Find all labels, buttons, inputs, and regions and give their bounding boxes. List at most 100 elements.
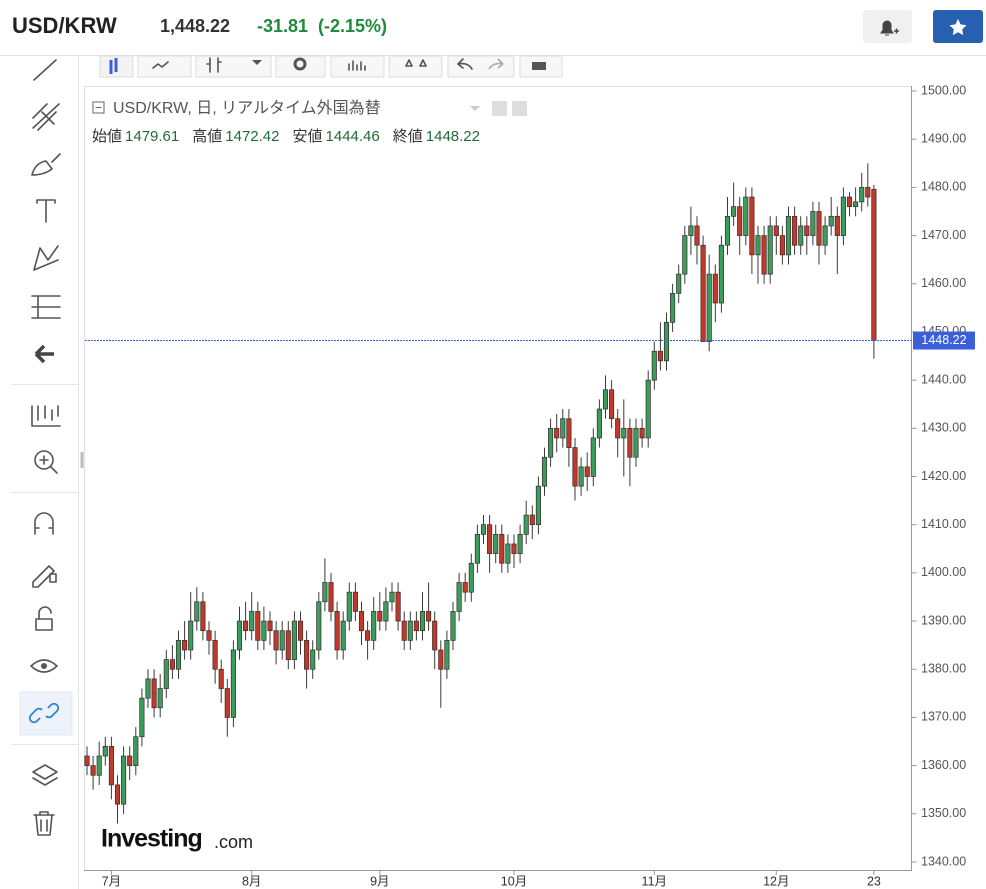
sync-tool[interactable] [19, 691, 73, 736]
candle-body [517, 533, 523, 554]
pattern-tool[interactable] [33, 245, 59, 271]
candle-body [297, 620, 304, 641]
x-tick-label: 8月 [242, 874, 261, 888]
magnet-tool[interactable] [34, 512, 54, 535]
candle-body [273, 630, 279, 651]
y-tick-label: 1370.00 [921, 710, 966, 724]
title-dropdown[interactable] [470, 106, 480, 111]
candle-body [175, 639, 182, 670]
text-tool[interactable] [36, 199, 56, 223]
line-type-button[interactable] [137, 55, 192, 78]
candle-body [676, 273, 682, 294]
candle-body [102, 746, 108, 757]
object-tree-tool[interactable] [32, 764, 58, 786]
undo-redo-button[interactable] [447, 55, 515, 78]
candle-body [328, 582, 334, 612]
measure-tool[interactable] [31, 295, 61, 319]
candle-body [633, 427, 639, 458]
x-tick-label: 10月 [501, 874, 527, 888]
candle-body [493, 533, 499, 554]
compare-button[interactable] [388, 55, 443, 78]
candle-body [249, 611, 255, 632]
visibility-tool[interactable] [30, 659, 58, 673]
alert-button[interactable] [863, 10, 912, 43]
legend-label: 安値 [293, 128, 323, 145]
legend-value: 1444.46 [326, 128, 380, 145]
candle-body [444, 639, 450, 670]
candle-body [743, 196, 749, 236]
candle-body [182, 639, 188, 651]
candle-body [541, 456, 548, 487]
y-tick-label: 1490.00 [921, 131, 966, 145]
zoom-tool[interactable] [34, 450, 54, 470]
candle-body [529, 514, 535, 526]
candle-body [310, 649, 316, 670]
candle-body [584, 466, 590, 477]
candle-body [609, 389, 615, 420]
candle-body [157, 688, 163, 709]
y-tick-label: 1350.00 [921, 806, 966, 820]
x-tick-label: 9月 [370, 874, 389, 888]
y-tick-label: 1410.00 [921, 517, 966, 531]
candle-body [688, 225, 694, 236]
candle-body [548, 427, 554, 458]
zoom-chart-tool[interactable] [31, 405, 61, 427]
candle-body [792, 215, 798, 246]
candle-body [804, 225, 810, 236]
watchlist-button[interactable] [933, 10, 983, 43]
candle-body [560, 418, 566, 439]
candle-body [511, 543, 517, 554]
candle-body [389, 591, 395, 603]
candle-body [853, 201, 859, 208]
x-tick-label: 12月 [763, 874, 789, 888]
candle-body [828, 215, 834, 227]
stay-drawing-tool[interactable] [32, 565, 57, 588]
x-tick-label: 7月 [102, 874, 121, 888]
lock-tool[interactable] [35, 606, 53, 631]
y-tick-label: 1390.00 [921, 613, 966, 627]
collapse-legend[interactable] [92, 101, 105, 114]
candle-body [578, 466, 584, 487]
candle-body [590, 437, 596, 477]
settings-small-button[interactable] [512, 101, 527, 116]
interval-button[interactable] [195, 55, 272, 78]
candle-body [151, 678, 157, 709]
candle-body [822, 225, 828, 246]
legend-label: 高値 [192, 128, 222, 145]
candle-body [352, 591, 358, 612]
y-tick-label: 1400.00 [921, 565, 966, 579]
chart-title: USD/KRW, 日, リアルタイム外国為替 [113, 99, 381, 117]
candle-body [596, 408, 602, 439]
change: -31.81 [257, 16, 308, 36]
price: 1,448.22 [160, 16, 230, 36]
candle-body [145, 678, 151, 699]
candle-body [663, 321, 670, 362]
candle-body [859, 187, 865, 203]
candle-body [645, 379, 651, 439]
candle-body [462, 582, 468, 593]
candle-body [114, 784, 121, 805]
candle-body [572, 447, 578, 487]
candle-body [651, 350, 657, 381]
candle-body [84, 755, 90, 766]
brush-tool[interactable] [31, 153, 61, 176]
candle-body [505, 543, 511, 564]
candle-body [419, 611, 426, 632]
candle-body [682, 235, 688, 275]
candle-body [639, 427, 645, 439]
y-tick-label: 1430.00 [921, 421, 966, 435]
collapse-tool[interactable] [34, 344, 54, 364]
delete-tool[interactable] [33, 811, 55, 836]
candle-body [267, 620, 273, 632]
candle-body [413, 620, 419, 632]
hide-button[interactable] [492, 101, 507, 116]
fib-tool[interactable] [32, 103, 60, 131]
candle-body [377, 611, 383, 622]
settings-button[interactable] [275, 55, 326, 78]
candle-body [724, 215, 731, 246]
trendline-tool[interactable] [33, 59, 57, 81]
y-tick-label: 1360.00 [921, 758, 966, 772]
candle-body [255, 611, 261, 641]
